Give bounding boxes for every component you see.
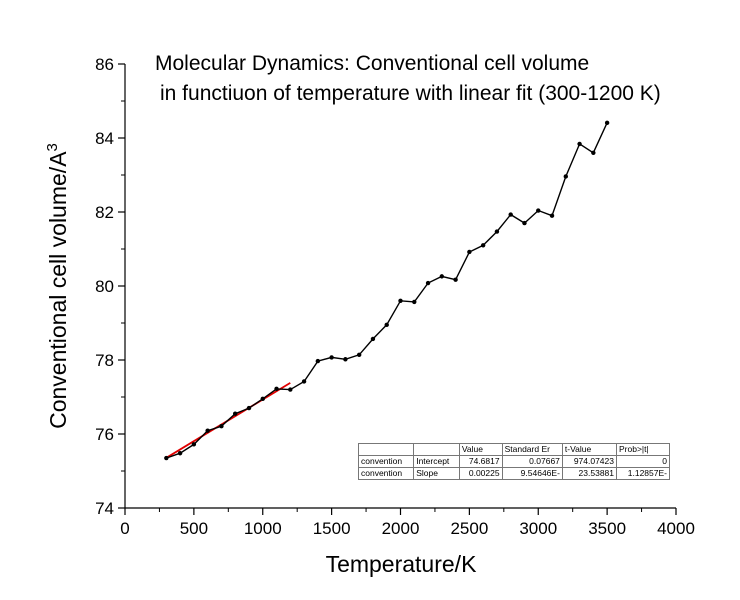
data-point (549, 213, 555, 218)
fit-table-header-cell: Value (458, 443, 503, 456)
data-point (191, 442, 197, 447)
fit-table-header-cell (413, 443, 460, 456)
data-point (467, 249, 472, 255)
data-point (205, 428, 210, 433)
data-point (246, 405, 252, 411)
y-tick-label: 80 (95, 277, 114, 296)
data-point (233, 411, 238, 416)
x-tick-label: 3000 (519, 519, 557, 538)
chart-title-line-1: Molecular Dynamics: Conventional cell vo… (155, 52, 590, 75)
fit-table-header-cell (357, 443, 415, 456)
data-point (274, 386, 279, 392)
fit-results-table: Value Standard Er t-Value Prob>|t| conve… (357, 443, 670, 480)
fit-table-cell: Slope (413, 467, 460, 480)
data-point (177, 451, 183, 456)
fit-table-cell: 9.54646E- (501, 467, 563, 480)
fit-table-cell: 0 (616, 455, 670, 468)
data-point (398, 298, 403, 303)
y-tick-label: 82 (95, 203, 114, 222)
data-point (453, 277, 458, 282)
y-axis-title: Conventional cell volume/A3 (44, 143, 71, 429)
fit-table-cell: 0.00225 (458, 467, 503, 480)
data-point (412, 299, 417, 305)
x-tick-label: 4000 (657, 519, 695, 538)
fit-table-cell: 974.07423 (561, 455, 618, 468)
y-tick-label: 74 (95, 499, 114, 518)
x-tick-label: 1500 (313, 519, 351, 538)
data-point (425, 280, 431, 286)
data-point (536, 208, 541, 213)
fit-table-header-row: Value Standard Er t-Value Prob>|t| (357, 443, 670, 456)
chart-title-line-2: in functiuon of temperature with linear … (160, 82, 661, 105)
data-point (591, 150, 596, 155)
x-tick-label: 2000 (382, 519, 420, 538)
data-point (508, 212, 513, 217)
data-point (563, 174, 568, 179)
x-axis-title: Temperature/K (326, 551, 478, 577)
x-tick-label: 500 (180, 519, 208, 538)
fit-table-row: convention Slope 0.00225 9.54646E- 23.53… (357, 467, 670, 480)
fit-table-cell: 74.6817 (458, 455, 503, 468)
series-layer (164, 120, 610, 461)
fit-table-cell: 0.07667 (501, 455, 563, 468)
fit-table-header-cell: Prob>|t| (616, 443, 670, 456)
data-point (219, 424, 224, 429)
data-point (260, 396, 265, 402)
y-tick-label: 76 (95, 425, 114, 444)
data-point (329, 355, 334, 360)
fit-table-cell: Intercept (413, 455, 460, 468)
data-point (288, 387, 293, 392)
data-point (384, 322, 389, 328)
data-point (301, 379, 307, 384)
x-tick-label: 2500 (450, 519, 488, 538)
data-point (522, 220, 527, 226)
data-point (164, 455, 169, 461)
fit-table-cell: 1.12857E- (616, 467, 670, 480)
fit-table-cell: 23.53881 (561, 467, 618, 480)
chart-axes: 0 500 1000 1500 2000 2500 3000 3500 4000 74 76 78 80… (95, 55, 695, 538)
data-point (370, 336, 376, 342)
y-tick-label: 78 (95, 351, 114, 370)
x-tick-label: 3500 (588, 519, 626, 538)
series-line (166, 122, 608, 459)
data-point (480, 243, 486, 248)
data-point (356, 352, 362, 358)
data-point (494, 229, 500, 234)
fit-table-header-cell: t-Value (561, 443, 618, 456)
data-point (315, 358, 321, 364)
data-point (604, 120, 610, 126)
y-tick-label: 84 (95, 129, 114, 148)
y-axis-title-superscript: 3 (44, 143, 61, 151)
fit-table-row: convention Intercept 74.6817 0.07667 974… (357, 455, 670, 468)
data-point (343, 357, 348, 362)
y-axis-title-text: Conventional cell volume/A (45, 151, 71, 429)
data-point (577, 141, 582, 147)
fit-table-cell: convention (357, 467, 415, 480)
x-tick-label: 0 (120, 519, 129, 538)
data-point (439, 274, 445, 279)
y-tick-label: 86 (95, 55, 114, 74)
x-tick-label: 1000 (244, 519, 282, 538)
fit-table-cell: convention (357, 455, 415, 468)
fit-table-header-cell: Standard Er (501, 443, 563, 456)
